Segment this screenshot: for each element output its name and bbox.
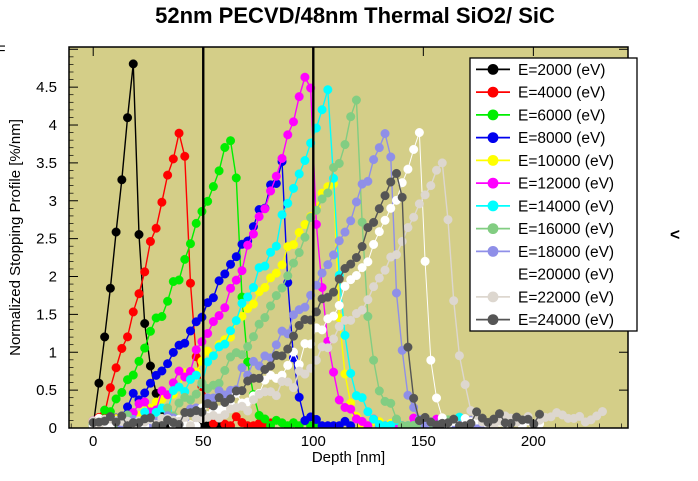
svg-text:1.5: 1.5 bbox=[36, 306, 57, 323]
svg-text:50: 50 bbox=[195, 433, 212, 450]
svg-text:0: 0 bbox=[89, 433, 97, 450]
svg-text:E=10000 (eV): E=10000 (eV) bbox=[518, 153, 614, 170]
svg-text:0: 0 bbox=[49, 420, 57, 437]
svg-text:150: 150 bbox=[411, 433, 436, 450]
svg-text:E=22000 (eV): E=22000 (eV) bbox=[518, 289, 614, 306]
svg-text:52nm PECVD/48nm Thermal SiO2/: 52nm PECVD/48nm Thermal SiO2/ SiC bbox=[155, 3, 555, 28]
svg-text:2.5: 2.5 bbox=[36, 231, 57, 248]
svg-text:E=24000 (eV): E=24000 (eV) bbox=[518, 312, 614, 329]
svg-text:E=20000 (eV): E=20000 (eV) bbox=[518, 267, 614, 284]
svg-text:3: 3 bbox=[49, 193, 57, 210]
svg-text:100: 100 bbox=[301, 433, 326, 450]
svg-text:E=6000 (eV): E=6000 (eV) bbox=[518, 107, 605, 124]
svg-text:3.5: 3.5 bbox=[36, 155, 57, 172]
svg-text:1: 1 bbox=[49, 344, 57, 361]
svg-text:E=12000 (eV): E=12000 (eV) bbox=[518, 176, 614, 193]
svg-text:<: < bbox=[670, 225, 680, 244]
svg-text:4.5: 4.5 bbox=[36, 79, 57, 96]
svg-text:4: 4 bbox=[49, 117, 57, 134]
svg-text:E=2000 (eV): E=2000 (eV) bbox=[518, 62, 605, 79]
svg-text:Normalized Stopping Profile [%: Normalized Stopping Profile [%/nm] bbox=[7, 119, 24, 356]
svg-text:200: 200 bbox=[521, 433, 546, 450]
svg-text:E=8000 (eV): E=8000 (eV) bbox=[518, 130, 605, 147]
svg-text:F: F bbox=[0, 42, 6, 58]
svg-text:E=18000 (eV): E=18000 (eV) bbox=[518, 244, 614, 261]
svg-text:Depth [nm]: Depth [nm] bbox=[312, 449, 385, 466]
svg-text:0.5: 0.5 bbox=[36, 382, 57, 399]
svg-text:E=16000 (eV): E=16000 (eV) bbox=[518, 221, 614, 238]
svg-text:E=14000 (eV): E=14000 (eV) bbox=[518, 198, 614, 215]
svg-text:2: 2 bbox=[49, 269, 57, 286]
svg-text:E=4000 (eV): E=4000 (eV) bbox=[518, 85, 605, 102]
